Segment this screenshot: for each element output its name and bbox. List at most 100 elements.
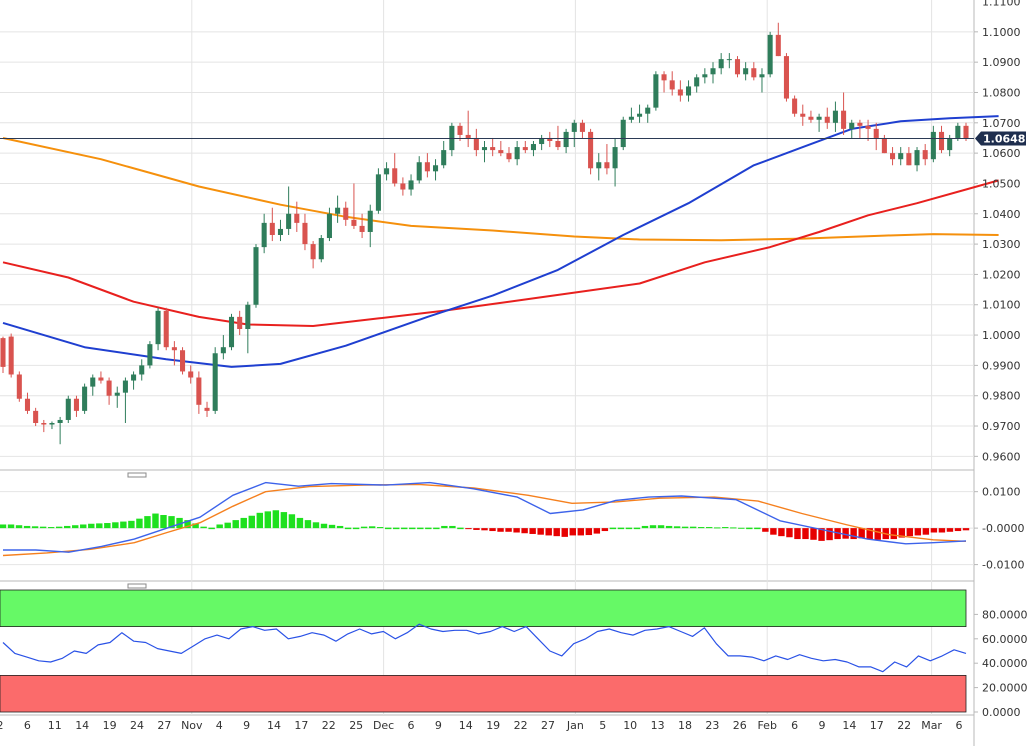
candle-body-up xyxy=(253,247,259,305)
candle-body-up xyxy=(759,74,765,78)
candle-body-up xyxy=(408,180,414,190)
rsi-tick-label: 0.0000 xyxy=(982,706,1021,719)
macd-hist-bar-negative xyxy=(930,528,938,533)
candle-body-down xyxy=(41,423,47,425)
macd-hist-bar-positive xyxy=(144,516,151,529)
macd-hist-bar-flat xyxy=(754,527,761,530)
rsi-tick-label: 20.0000 xyxy=(982,682,1028,695)
macd-hist-bar-positive xyxy=(232,520,239,529)
macd-hist-bar-positive xyxy=(160,515,167,529)
x-tick-label: 14 xyxy=(267,719,281,732)
candle-body-up xyxy=(849,122,855,129)
macd-hist-bar-positive xyxy=(673,526,681,529)
x-tick-label: 22 xyxy=(322,719,336,732)
candle-body-up xyxy=(114,392,120,396)
candle-body-down xyxy=(588,131,594,169)
macd-hist-bar-positive xyxy=(200,526,207,529)
x-tick-label: 18 xyxy=(678,719,692,732)
macd-hist-bar-positive xyxy=(176,517,183,529)
candle-body-up xyxy=(930,131,936,160)
macd-hist-bar-positive xyxy=(72,525,79,529)
x-tick-label: 9 xyxy=(243,719,250,732)
price-tick-label: 0.9800 xyxy=(982,390,1021,403)
macd-hist-bar-negative xyxy=(906,528,914,537)
macd-hist-bar-positive xyxy=(360,526,368,529)
x-tick-label: 19 xyxy=(486,719,500,732)
candle-body-down xyxy=(180,350,186,372)
x-tick-label: 6 xyxy=(24,719,31,732)
price-tick-label: 0.9900 xyxy=(982,359,1021,372)
rsi-tick-label: 60.0000 xyxy=(982,633,1028,646)
candle-body-down xyxy=(555,141,561,148)
x-tick-label: 6 xyxy=(791,719,798,732)
candle-body-down xyxy=(106,380,112,396)
macd-hist-bar-flat xyxy=(344,527,352,530)
candle-body-down xyxy=(922,150,928,160)
candle-body-down xyxy=(808,116,814,120)
macd-hist-bar-positive xyxy=(256,512,264,529)
x-tick-label: 9 xyxy=(819,719,826,732)
candle-body-up xyxy=(563,131,569,148)
macd-hist-bar-positive xyxy=(96,523,103,529)
x-tick-label: 27 xyxy=(157,719,171,732)
macd-hist-bar-positive xyxy=(441,525,448,529)
candle-body-up xyxy=(416,162,422,181)
macd-hist-bar-negative xyxy=(810,528,817,540)
rsi-oversold-zone xyxy=(0,675,967,713)
candle-body-down xyxy=(792,98,798,114)
price-tick-label: 1.0800 xyxy=(982,86,1021,99)
candle-body-down xyxy=(359,225,365,232)
price-tick-label-partial: 1.1100 xyxy=(982,0,1021,9)
candle-body-up xyxy=(131,374,137,381)
x-tick-label: 14 xyxy=(842,719,856,732)
macd-hist-bar-positive xyxy=(248,515,255,529)
candle-body-down xyxy=(963,125,969,139)
candle-body-up xyxy=(367,210,373,232)
price-tick-label: 1.0500 xyxy=(982,177,1021,190)
candle-body-up xyxy=(620,119,626,148)
x-tick-label: 22 xyxy=(897,719,911,732)
rsi-overbought-zone xyxy=(0,589,967,627)
candle-body-down xyxy=(734,59,741,75)
candle-body-up xyxy=(212,353,218,411)
price-tick-label: 1.0400 xyxy=(982,208,1021,221)
macd-hist-bar-negative xyxy=(762,528,769,532)
macd-hist-bar-positive xyxy=(697,527,705,529)
macd-hist-bar-positive xyxy=(738,527,745,529)
x-tick-label: 22 xyxy=(514,719,528,732)
candle-body-up xyxy=(816,116,822,120)
candle-body-down xyxy=(196,377,202,405)
candle-body-down xyxy=(677,89,683,96)
candle-body-up xyxy=(49,423,55,425)
candle-body-down xyxy=(0,338,6,367)
macd-panel xyxy=(0,481,970,557)
candle-body-down xyxy=(498,150,504,154)
candle-body-down xyxy=(400,183,406,190)
macd-hist-bar-positive xyxy=(31,526,39,529)
x-tick-label: 4 xyxy=(216,719,223,732)
candle-body-down xyxy=(881,137,887,154)
rsi-tick-label: 40.0000 xyxy=(982,657,1028,670)
macd-hist-bar-negative xyxy=(938,528,946,533)
x-tick-label: Nov xyxy=(181,719,203,732)
macd-hist-bar-negative xyxy=(914,528,922,536)
macd-hist-bar-positive xyxy=(296,517,304,529)
macd-hist-bar-flat xyxy=(425,527,432,530)
candle-body-down xyxy=(579,122,585,132)
candle-body-up xyxy=(326,213,332,239)
macd-hist-bar-flat xyxy=(433,527,440,530)
macd-hist-bar-positive xyxy=(641,525,649,529)
macd-tick-label: 0.0100 xyxy=(982,486,1021,499)
price-tick-label: 1.0600 xyxy=(982,147,1021,160)
macd-hist-bar-flat xyxy=(409,527,416,530)
price-tick-label: 1.0000 xyxy=(982,329,1021,342)
candle-body-up xyxy=(82,386,88,411)
x-tick-label: 17 xyxy=(870,719,884,732)
candle-body-up xyxy=(539,137,545,145)
candle-body-up xyxy=(702,74,708,78)
macd-hist-bar-positive xyxy=(730,527,737,529)
macd-hist-bar-negative xyxy=(898,528,906,538)
macd-hist-bar-negative xyxy=(866,528,873,540)
candle-body-up xyxy=(694,77,700,87)
